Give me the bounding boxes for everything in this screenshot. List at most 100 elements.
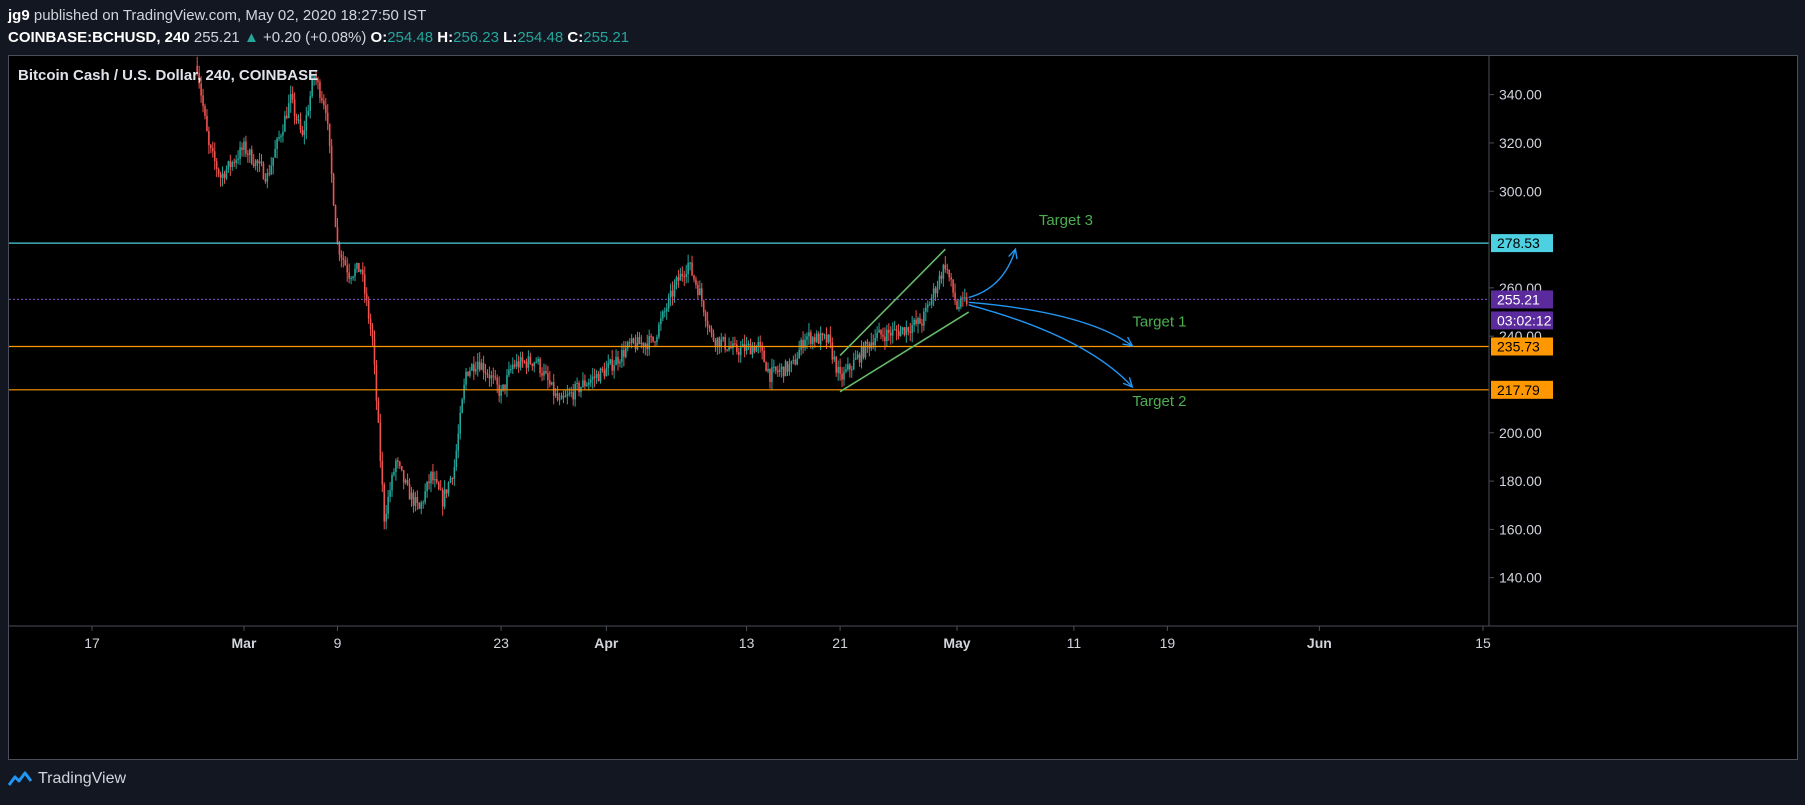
candle-body [765, 362, 767, 372]
candle-body [243, 141, 245, 150]
candle-body [656, 336, 658, 343]
candle-body [465, 371, 467, 385]
candle-body [893, 329, 896, 331]
countdown-tag-bg [1491, 311, 1553, 330]
candle-body [736, 344, 738, 352]
candle-body [436, 478, 438, 483]
candle-body [911, 325, 913, 333]
candle-body [810, 332, 812, 344]
candle-body [256, 160, 259, 164]
candle-body [636, 337, 639, 350]
candle-body [860, 346, 863, 363]
candle-body [628, 342, 631, 344]
candle-body [749, 343, 752, 355]
candle-body [434, 478, 436, 481]
tradingview-brand[interactable]: TradingView [38, 770, 127, 787]
candle-body [266, 173, 269, 182]
candle-body [527, 356, 530, 368]
candle-body [274, 149, 276, 158]
candle-body [587, 382, 590, 385]
arrow-head [1008, 247, 1018, 260]
candle-body [377, 400, 380, 423]
candle-body [586, 384, 588, 387]
candle-body [486, 373, 489, 376]
candle-body [660, 318, 662, 325]
candle-body [568, 393, 571, 395]
projection-arrow [968, 249, 1017, 299]
candle-body [439, 489, 442, 491]
candle-body [262, 163, 265, 180]
candle-body [901, 327, 904, 331]
y-tick-label: 340.00 [1499, 87, 1542, 103]
candle-body [813, 337, 816, 342]
candle-body [697, 284, 699, 295]
candle-body [808, 332, 810, 337]
tradingview-logo-icon[interactable] [8, 771, 32, 787]
candle-body [925, 307, 927, 312]
candle-body [543, 371, 545, 376]
candle-body [513, 364, 516, 367]
candle-body [689, 262, 691, 264]
candle-body [794, 359, 797, 365]
candle-body [455, 450, 458, 468]
candle-body [769, 368, 771, 382]
candle-body [426, 481, 428, 492]
level-price-tag: 217.79 [1497, 382, 1540, 398]
candle-body [365, 293, 368, 301]
candle-body [371, 329, 374, 339]
candle-body [775, 366, 777, 371]
candle-body [932, 288, 935, 298]
close-value: 255.21 [583, 29, 630, 46]
candle-body [480, 363, 483, 370]
candle-body [831, 342, 834, 360]
arrow-head [1122, 377, 1134, 389]
candle-body [605, 368, 608, 377]
candle-body [923, 311, 925, 326]
candle-body [324, 105, 327, 113]
candle-body [965, 297, 968, 305]
x-tick-label: Apr [594, 635, 619, 651]
candle-body [720, 339, 723, 347]
candle-body [806, 336, 808, 340]
candle-body [663, 311, 666, 313]
candle-body [617, 356, 619, 364]
candle-body [679, 273, 682, 281]
candle-body [517, 361, 520, 368]
candle-body [874, 338, 876, 346]
candle-body [554, 393, 557, 396]
last-price-text: 255.21 [193, 29, 240, 46]
candle-body [917, 318, 919, 324]
candle-body [420, 502, 423, 509]
candle-body [862, 346, 865, 358]
candle-body [223, 173, 226, 179]
candle-body [268, 173, 271, 175]
chart-area[interactable]: Target 3 Target 1 Target 2 140.00 160.00 180… [8, 55, 1798, 760]
candle-body [899, 330, 902, 337]
candle-body [837, 366, 839, 373]
candle-body [219, 174, 222, 178]
candle-body [235, 159, 237, 163]
candle-body [944, 264, 947, 269]
candle-body [387, 496, 389, 514]
candle-body [732, 343, 734, 349]
candle-body [293, 99, 296, 117]
candlestick-chart[interactable]: Target 3 Target 1 Target 2 140.00 160.00 180… [9, 56, 1797, 759]
candle-body [755, 345, 758, 352]
candle-body [962, 297, 964, 299]
candle-body [208, 131, 210, 146]
candle-body [404, 480, 407, 483]
candle-body [771, 367, 773, 382]
candle-body [254, 160, 257, 166]
candle-body [504, 384, 506, 389]
candle-body [776, 370, 779, 372]
candle-body [204, 106, 206, 116]
level-price-tag-bg [1491, 380, 1553, 399]
candle-body [215, 161, 218, 169]
candle-body [521, 357, 524, 362]
candle-body [346, 265, 349, 273]
author-name[interactable]: jg9 [8, 7, 30, 24]
candle-body [560, 395, 563, 400]
candle-body [936, 286, 939, 294]
candle-body [422, 502, 424, 504]
candle-body [956, 300, 958, 309]
